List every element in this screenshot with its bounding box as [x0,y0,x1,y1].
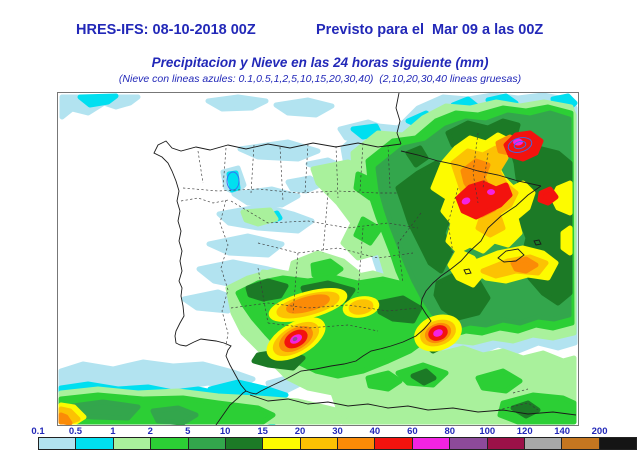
france-coastline [395,93,402,145]
coastlines [153,93,577,425]
legend-bar [38,437,637,450]
legend-label-10: 10 [219,426,231,437]
legend-cell-60 [412,438,451,449]
precipitation-legend: 0.1 0.5 1 2 5 10 15 20 30 40 60 80 100 120 140 200 [31,426,637,452]
legend-label-5: 5 [185,426,191,437]
precipitation-map [57,92,579,426]
legend-cell-120 [524,438,563,449]
legend-label-1: 1 [110,426,116,437]
legend-cell-200 [599,438,636,449]
legend-label-30: 30 [332,426,343,437]
model-run-label: HRES-IFS: 08-10-2018 00Z [76,22,256,38]
legend-cell-0.1 [39,438,77,449]
legend-label-140: 140 [554,426,571,437]
legend-cell-80 [450,438,488,449]
legend-label-100: 100 [479,426,496,437]
legend-label-40: 40 [369,426,381,437]
legend-label-0.5: 0.5 [68,426,83,437]
valid-time-label: Previsto para el Mar 09 a las 00Z [316,22,544,38]
snow-contours [226,137,533,191]
legend-label-2: 2 [147,426,153,437]
legend-label-15: 15 [257,426,268,437]
precip-max-80mm-dot [292,336,298,342]
legend-label-0.1: 0.1 [31,426,45,437]
heavy-rain-core-pyrenees [503,130,544,162]
legend-cell-15 [263,438,301,449]
legend-label-20: 20 [294,426,306,437]
admin-borders [180,132,539,411]
balearic-islands [463,239,542,275]
africa-coastline [215,390,577,425]
legend-label-60: 60 [407,426,418,437]
legend-cell-10 [225,438,264,449]
legend-cell-40 [375,438,413,449]
legend-label-80: 80 [444,426,456,437]
chart-subtitle: (Nieve con lineas azules: 0.1,0.5,1,2,5,… [118,73,522,85]
chart-title: Precipitacion y Nieve en las 24 horas si… [151,55,489,70]
legend-cell-5 [188,438,226,449]
portugal-spain-border [180,197,229,347]
map-canvas [58,93,578,425]
legend-cell-2 [151,438,189,449]
legend-cell-140 [562,438,600,449]
legend-label-120: 120 [516,426,533,437]
iberia-coastline [153,140,542,395]
legend-cell-30 [338,438,376,449]
legend-cell-1 [113,438,152,449]
legend-label-200: 200 [591,426,608,437]
heavy-rain-band-catalonia [455,180,513,220]
legend-cell-20 [300,438,338,449]
legend-cell-100 [487,438,525,449]
pyrenees-border [400,150,542,187]
legend-labels: 0.1 0.5 1 2 5 10 15 20 30 40 60 80 100 120 140 200 [31,426,637,437]
legend-cell-0.5 [76,438,114,449]
